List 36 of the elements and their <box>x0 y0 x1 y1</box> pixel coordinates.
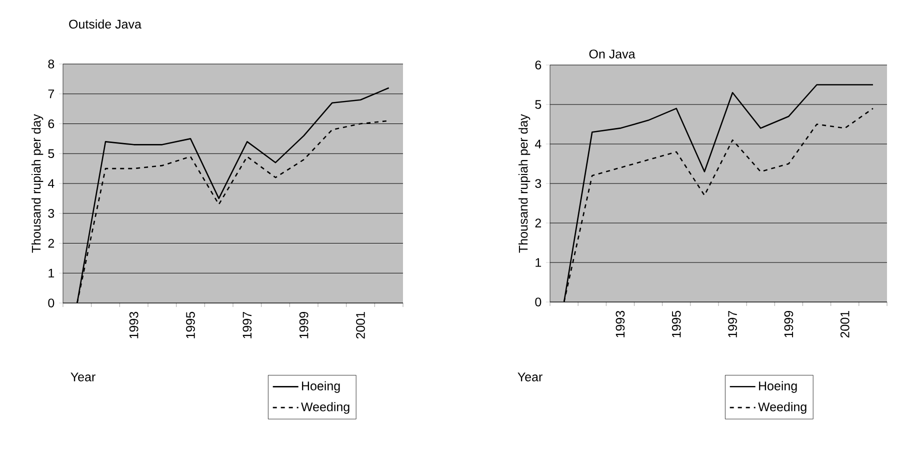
y-axis-title: Thousand rupiah per day <box>31 114 44 253</box>
x-tick-label: 1999 <box>299 312 308 338</box>
y-tick-label: 3 <box>48 208 54 218</box>
y-tick-label: 6 <box>535 60 542 70</box>
x-axis-title: Year <box>518 372 542 382</box>
x-tick-label: 1999 <box>784 310 794 338</box>
y-tick-label: 0 <box>535 298 542 306</box>
y-axis-title: Thousand rupiah per day <box>518 114 530 253</box>
legend-label: Weeding <box>301 402 350 414</box>
x-tick-label: 1997 <box>242 312 252 338</box>
x-tick-label: 2001 <box>840 310 850 338</box>
y-tick-label: 4 <box>534 140 542 148</box>
chart-title: Outside Java <box>69 19 142 29</box>
y-tick-label: 6 <box>48 119 54 128</box>
y-tick-label: 2 <box>48 238 54 248</box>
legend-label: Hoeing <box>759 381 797 393</box>
x-tick-label: 1995 <box>186 312 195 338</box>
legend-label: Weeding <box>758 402 806 414</box>
chart-title: On Java <box>589 50 636 58</box>
y-tick-label: 0 <box>48 298 54 308</box>
x-axis-title: Year <box>70 372 96 382</box>
x-tick-label: 1993 <box>129 312 138 338</box>
y-tick-label: 5 <box>48 149 54 158</box>
x-tick-label: 1997 <box>728 310 737 338</box>
x-tick-label: 1995 <box>672 310 681 338</box>
y-tick-label: 8 <box>48 60 54 68</box>
y-tick-label: 1 <box>536 258 542 267</box>
y-tick-label: 3 <box>535 179 542 188</box>
legend-label: Hoeing <box>302 381 340 393</box>
x-tick-label: 2001 <box>356 312 365 339</box>
x-tick-label: 1993 <box>616 310 625 338</box>
y-tick-label: 5 <box>535 100 542 109</box>
y-tick-label: 4 <box>48 179 54 188</box>
y-tick-label: 2 <box>535 218 542 228</box>
y-tick-label: 7 <box>48 90 54 98</box>
y-tick-label: 1 <box>48 268 54 278</box>
